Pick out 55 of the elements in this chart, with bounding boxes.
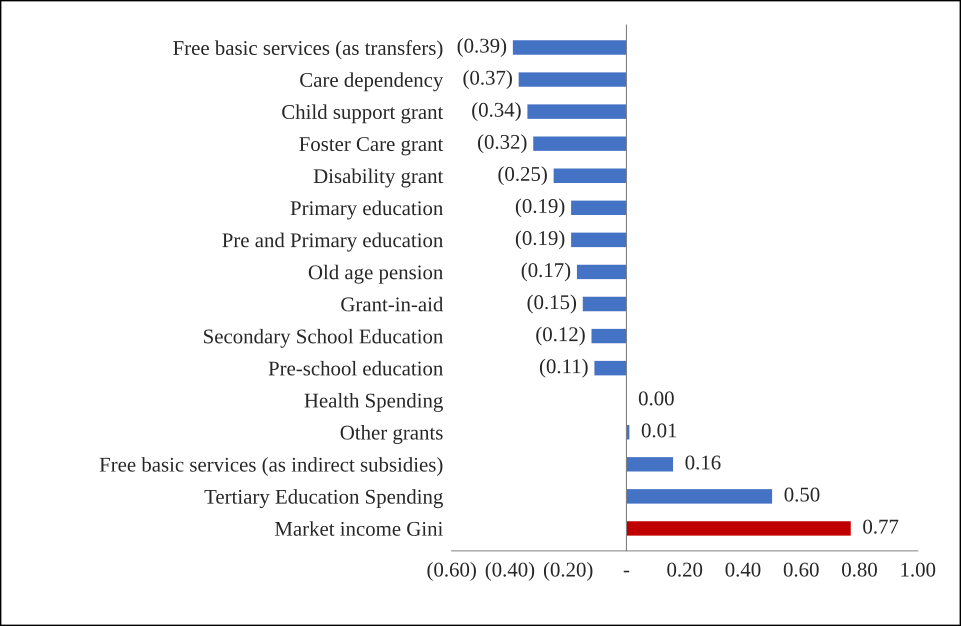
data-label: (0.17): [522, 262, 570, 282]
bar: [571, 200, 626, 216]
data-label: 0.01: [642, 423, 676, 438]
x-tick-label: (0.20): [544, 562, 592, 581]
data-label: (0.19): [516, 198, 564, 218]
bar: [554, 168, 626, 183]
y-tick-label: Care dependency: [300, 72, 444, 92]
y-tick-label: Old age pension: [308, 264, 444, 284]
bar: [576, 264, 626, 280]
data-label: (0.25): [498, 166, 547, 186]
y-tick-label: Other grants: [340, 425, 443, 444]
data-label: (0.39): [458, 38, 506, 57]
x-tick-label: 0.80: [842, 562, 877, 577]
y-tick-label: Disability grant: [314, 168, 444, 188]
x-tick-label: (0.40): [486, 562, 534, 581]
x-tick-label: -: [624, 570, 630, 572]
bar: [518, 72, 626, 87]
data-label: 0.77: [863, 520, 898, 534]
x-tick-label: 0.20: [667, 562, 702, 577]
y-tick-label: Secondary School Education: [204, 328, 444, 348]
y-tick-label: Grant-in-aid: [341, 296, 444, 312]
y-tick-label: Foster Care grant: [299, 137, 444, 156]
data-label: (0.34): [472, 102, 521, 122]
y-tick-label: Pre-school education: [268, 360, 444, 376]
data-label: (0.19): [516, 230, 564, 250]
bar: [626, 489, 772, 504]
y-tick-label: Market income Gini: [274, 521, 443, 536]
data-label: (0.15): [528, 294, 576, 314]
y-tick-label: Tertiary Education Spending: [204, 489, 443, 508]
bar: [626, 521, 851, 536]
y-tick-label: Health Spending: [304, 392, 443, 412]
y-tick-label: Free basic services (as transfers): [173, 40, 442, 60]
data-label: (0.32): [478, 134, 526, 154]
bar: [533, 136, 626, 151]
data-label: 0.50: [784, 488, 820, 502]
bar: [591, 328, 626, 344]
data-label: 0.00: [638, 391, 674, 406]
y-tick-label: Child support grant: [282, 104, 444, 124]
y-tick-label: Primary education: [290, 200, 444, 220]
x-tick-label: 0.40: [726, 562, 760, 577]
bar: [582, 296, 626, 312]
bar: [626, 457, 674, 472]
bar: [571, 232, 626, 248]
bar: [512, 40, 626, 55]
data-label: (0.12): [536, 326, 585, 346]
x-tick-label: (0.60): [427, 562, 476, 581]
y-tick-label: Free basic services (as indirect subsidies): [100, 457, 442, 476]
data-label: (0.37): [463, 70, 512, 89]
bar: [527, 104, 626, 119]
data-label: (0.11): [540, 358, 588, 378]
data-label: 0.16: [686, 455, 721, 470]
bar: [594, 360, 626, 376]
y-tick-label: Pre and Primary education: [222, 232, 444, 252]
x-tick-label: 1.00: [901, 562, 936, 577]
x-tick-label: 0.60: [784, 562, 819, 577]
